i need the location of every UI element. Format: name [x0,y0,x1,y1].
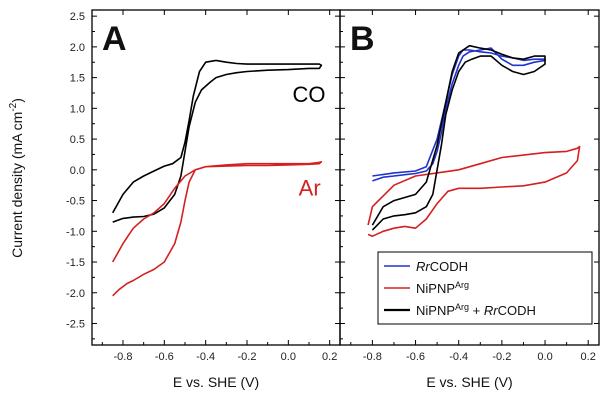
x-tick-label: -0.6 [406,351,425,363]
legend: RrCODH NiPNPArg NiPNPArg + RrCODH [377,251,593,325]
series-line-b-0 [372,47,546,182]
y-axis-title: Current density (mA cm-2) [8,98,25,258]
y-tick-label: -0.5 [66,196,85,208]
x-tick-label: -0.8 [114,351,133,363]
x-tick-label: -0.4 [196,351,215,363]
panel-label: B [350,20,375,58]
x-tick-label: -0.6 [155,351,174,363]
y-tick-label: -1.0 [66,226,85,238]
legend-entry: NiPNPArg [416,280,469,296]
y-tick-label: 0.5 [70,134,85,146]
series-line-a-1 [112,161,323,297]
curve-annotation: Ar [299,176,321,201]
x-tick-label: 0.2 [322,351,337,363]
x-tick-label: 0.0 [537,351,552,363]
x-axis-title: E vs. SHE (V) [426,374,512,390]
y-tick-label: 1.0 [70,103,85,115]
curve-annotation: CO [292,82,325,107]
y-tick-label: -2.5 [66,318,85,330]
x-tick-label: -0.4 [449,351,468,363]
x-tick-label: 0.0 [281,351,296,363]
x-tick-label: 0.2 [581,351,596,363]
x-tick-label: -0.8 [363,351,382,363]
x-axis-title: E vs. SHE (V) [173,374,259,390]
y-tick-label: 0.0 [70,165,85,177]
x-tick-label: -0.2 [238,351,257,363]
legend-entry: RrCODH [416,259,468,274]
panel-b: -0.8 -0.6 -0.4 -0.2 0.0 0.2 B E vs. SHE (V) RrCO… [339,9,600,390]
panel-label: A [102,20,127,58]
legend-entry: NiPNPArg + RrCODH [416,302,536,318]
series-line-a-0 [112,59,323,223]
y-tick-label: 2.0 [70,42,85,54]
y-tick-label: 2.5 [70,11,85,23]
y-tick-label: -2.0 [66,288,85,300]
series-line-b-2 [371,44,546,231]
shared-labels: Current density (mA cm-2) [8,98,25,258]
x-tick-label: -0.2 [492,351,511,363]
series-line-b-1 [367,145,581,237]
plot-frame-b [339,9,600,346]
panel-a: -0.8 -0.6 -0.4 -0.2 0.0 0.2 -2.5 -2.0 -1.5 -1.0 -0… [66,9,341,390]
legend-box [377,251,593,325]
y-tick-label: 1.5 [70,73,85,85]
y-tick-label: -1.5 [66,257,85,269]
